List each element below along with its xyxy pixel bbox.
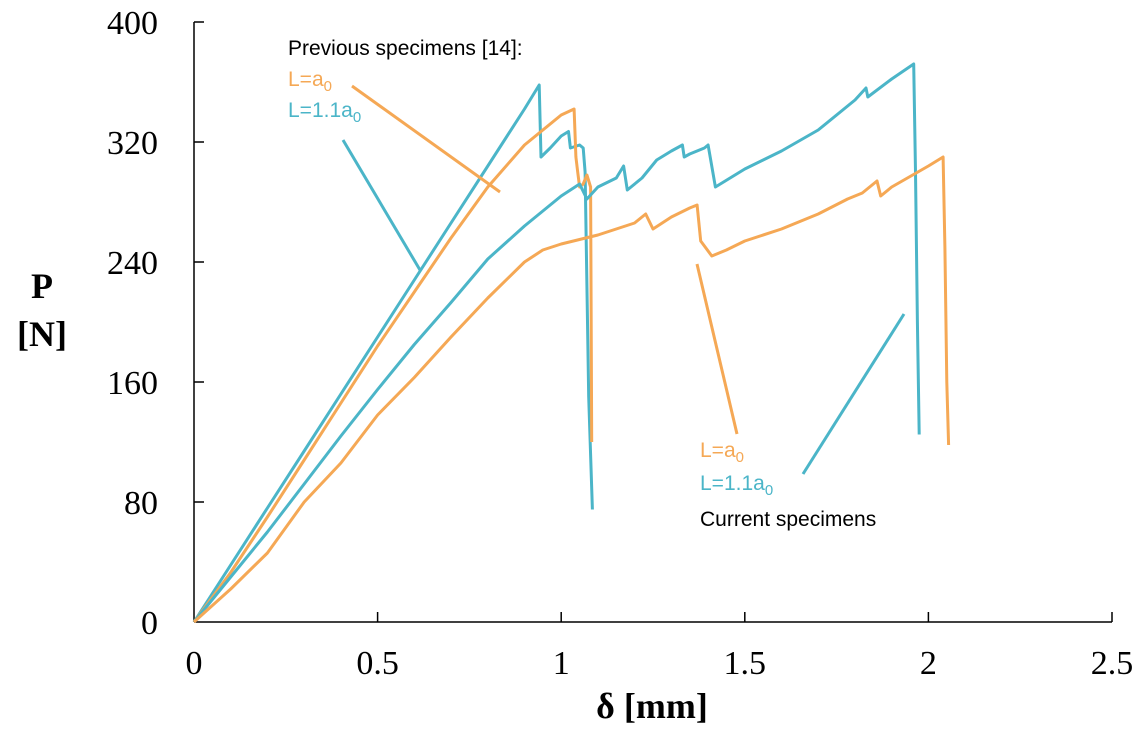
annotation-current-l-a0: L=a0 [700, 439, 744, 466]
y-tick-label: 0 [141, 605, 158, 642]
x-tick-label: 1 [553, 645, 570, 682]
annotation-lines [341, 84, 906, 475]
y-tick-label: 320 [107, 125, 158, 162]
y-tick-label: 240 [107, 245, 158, 282]
leader-current-l-11a0 [801, 313, 906, 475]
y-tick-label: 400 [107, 5, 158, 42]
series-line-4 [192, 155, 951, 624]
series-line-1 [192, 83, 594, 623]
axes [193, 22, 1112, 623]
series-line-3 [192, 62, 921, 623]
annotation-current-header: Current specimens [700, 508, 876, 531]
x-tick-label: 1.5 [724, 645, 767, 682]
leader-previous-l-a0 [351, 84, 501, 194]
annotation-previous-l-a0: L=a0 [288, 68, 332, 95]
x-axis-label: δ [mm] [596, 686, 708, 726]
y-axis-label-line1: P [31, 266, 53, 306]
x-tick-label: 2.5 [1091, 645, 1134, 682]
series-layer [192, 62, 951, 624]
series-line-2 [192, 107, 594, 623]
x-tick-label: 0.5 [356, 645, 399, 682]
ticks: 0 0.5 1 1.5 2 2.5 0 80 160 240 320 400 [107, 5, 1133, 682]
annotation-current-l-11a0: L=1.1a0 [700, 472, 773, 499]
leader-previous-l-11a0 [341, 139, 422, 271]
y-tick-label: 80 [124, 485, 158, 522]
y-tick-label: 160 [107, 365, 158, 402]
annotation-previous-header: Previous specimens [14]: [288, 37, 523, 60]
x-tick-label: 0 [186, 645, 203, 682]
annotation-previous-l-11a0: L=1.1a0 [288, 99, 361, 126]
y-axis-label-line2: [N] [17, 314, 67, 354]
leader-current-l-a0 [695, 263, 739, 435]
x-tick-label: 2 [920, 645, 937, 682]
